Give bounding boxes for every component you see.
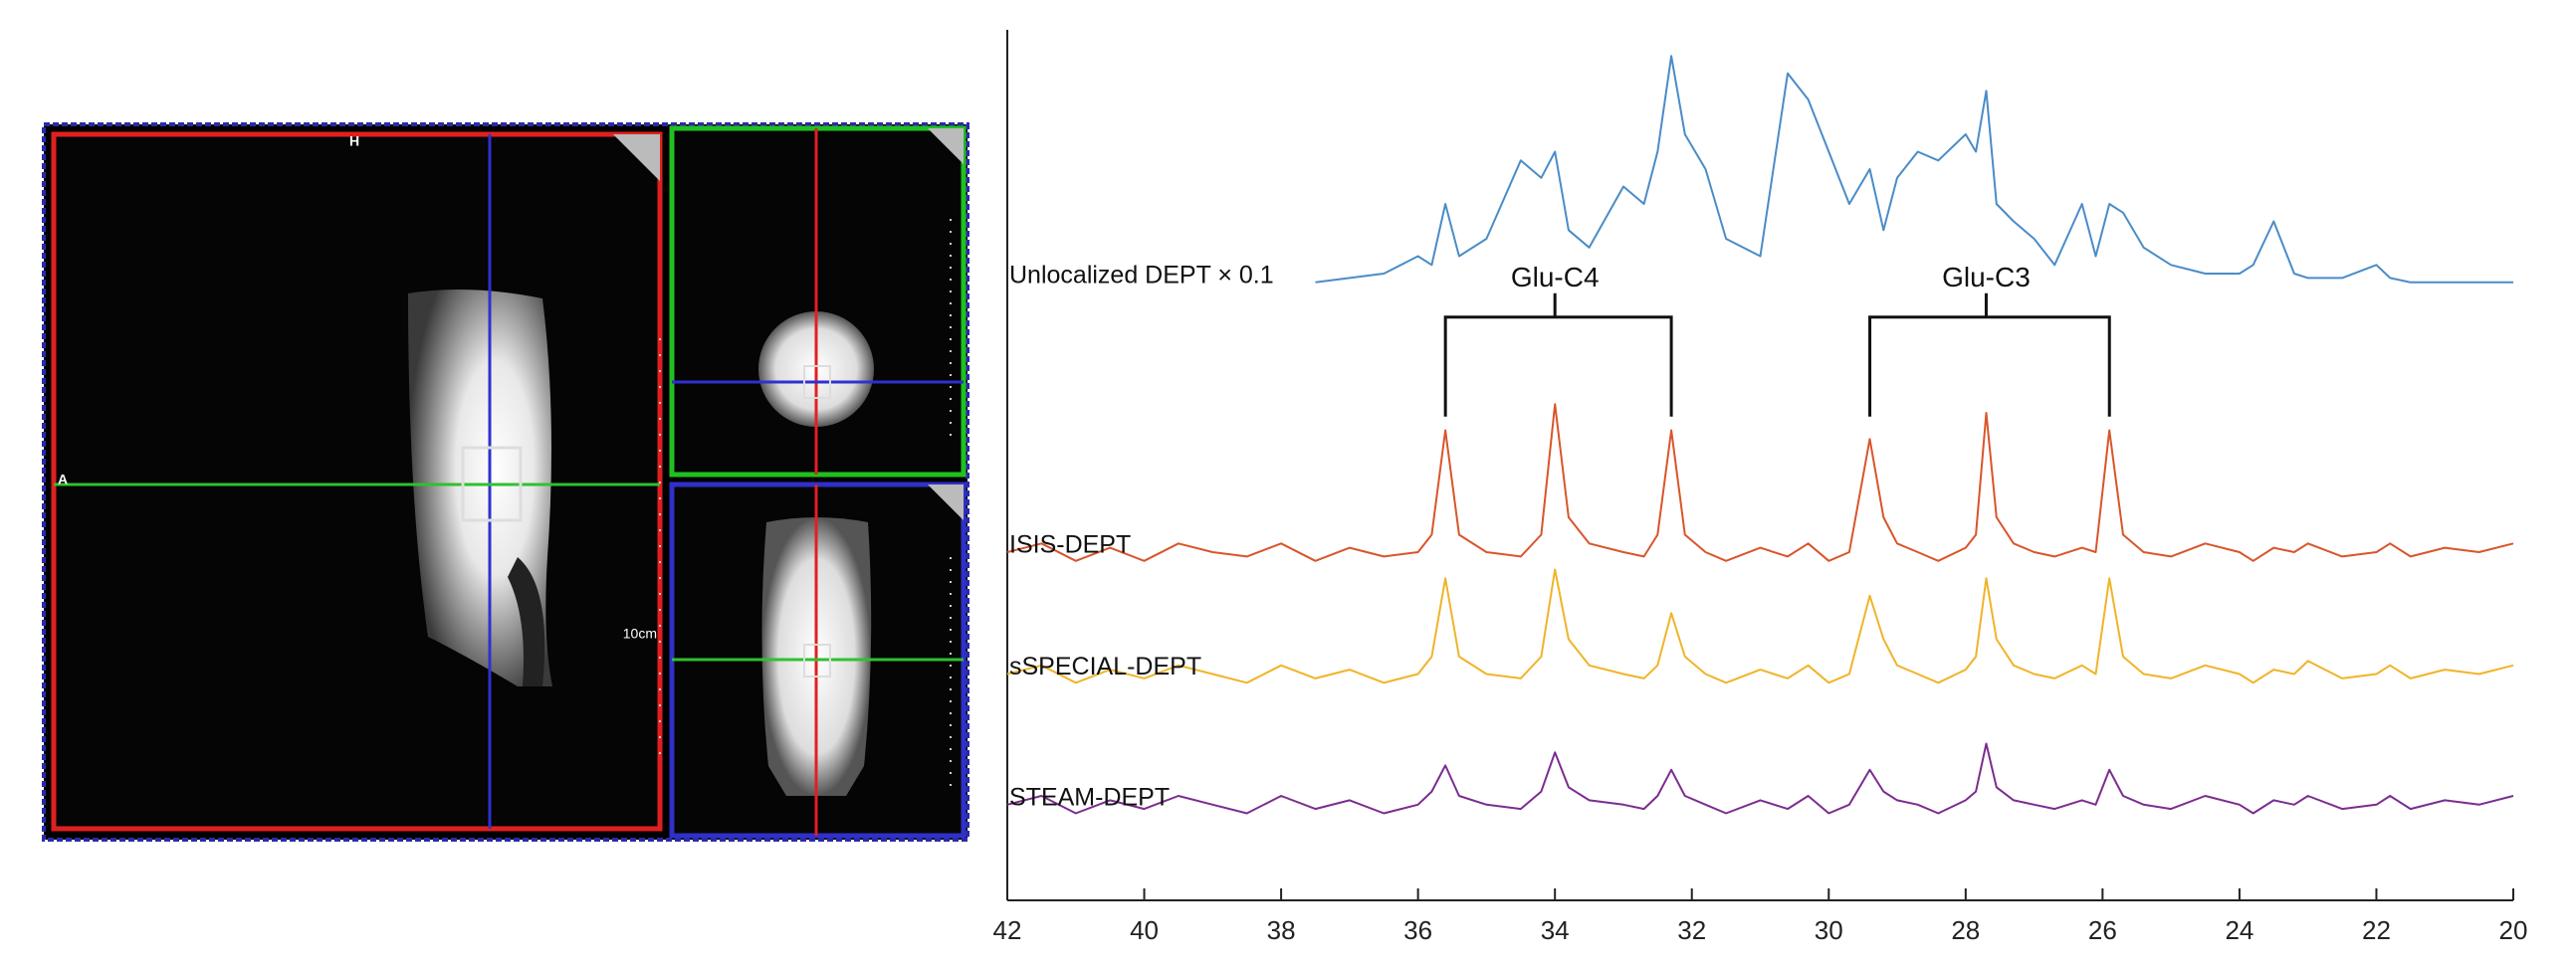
mri-label: 10cm: [623, 626, 657, 642]
x-tick-label: 30: [1815, 915, 1843, 945]
corner: [928, 484, 964, 520]
voxel: [803, 365, 831, 399]
x-tick-label: 34: [1541, 915, 1570, 945]
corner: [613, 134, 660, 181]
x-tick-label: 38: [1267, 915, 1296, 945]
voxel: [803, 644, 831, 678]
spectrum: [1315, 55, 2513, 284]
annotation: Glu-C3: [1942, 262, 2031, 292]
bracket: [1868, 292, 2111, 417]
x-tick-label: 24: [2225, 915, 2254, 945]
x-tick-label: 28: [1951, 915, 1980, 945]
series-label: STEAM-DEPT: [1009, 783, 1170, 811]
series-label: sSPECIAL-DEPT: [1009, 653, 1201, 680]
corner: [928, 128, 964, 164]
voxel: [461, 446, 523, 522]
x-tick-label: 26: [2088, 915, 2117, 945]
x-tick-label: 20: [2499, 915, 2528, 945]
mri-label: A: [58, 472, 68, 487]
series-label: Unlocalized DEPT × 0.1: [1009, 261, 1274, 289]
x-tick-label: 32: [1677, 915, 1706, 945]
x-tick-label: 22: [2362, 915, 2391, 945]
x-tick-label: 42: [993, 915, 1022, 945]
bracket: [1443, 292, 1673, 417]
coil: [508, 557, 545, 686]
x-tick-label: 40: [1130, 915, 1159, 945]
spectrum: [1006, 742, 2514, 815]
annotation: Glu-C4: [1511, 262, 1600, 292]
spectrum: [1006, 568, 2514, 684]
mri-label: H: [349, 133, 359, 149]
mri-panels: H A 10cm: [42, 122, 969, 842]
x-tick-label: 36: [1403, 915, 1432, 945]
sagittal-view: [51, 131, 663, 832]
spectrum: [1006, 403, 2514, 562]
series-label: ISIS-DEPT: [1009, 531, 1131, 559]
